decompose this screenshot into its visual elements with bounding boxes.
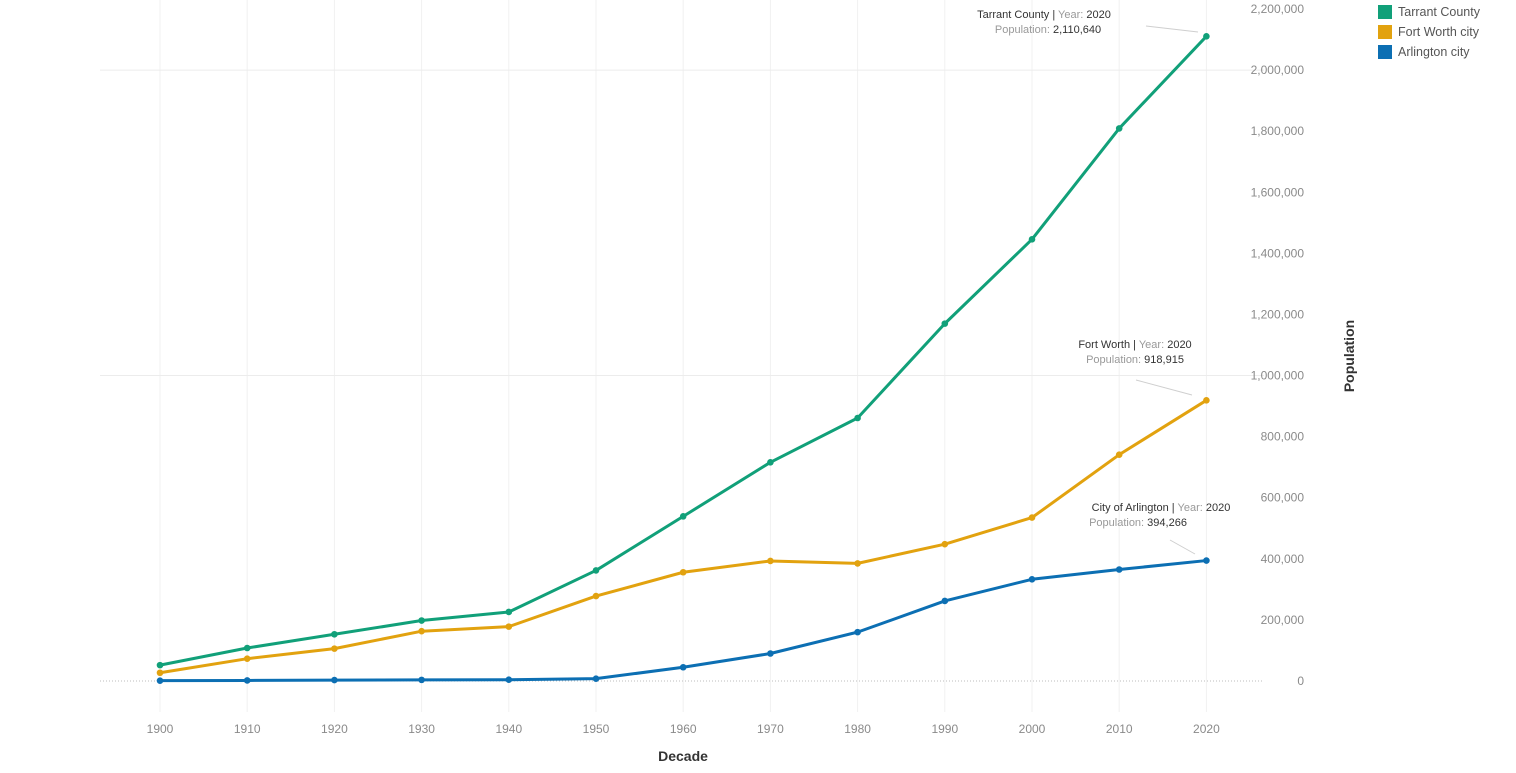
data-point[interactable] <box>1116 566 1123 573</box>
data-point[interactable] <box>767 459 774 466</box>
data-point[interactable] <box>1203 397 1210 404</box>
data-point[interactable] <box>854 415 861 422</box>
y-tick-label: 1,600,000 <box>1251 185 1305 199</box>
x-tick-label: 2000 <box>1019 722 1046 736</box>
data-point[interactable] <box>767 650 774 657</box>
data-point[interactable] <box>942 598 949 605</box>
y-tick-label: 800,000 <box>1261 430 1305 444</box>
data-point[interactable] <box>1029 236 1036 243</box>
y-axis-title: Population <box>1341 320 1357 392</box>
y-tick-label: 1,800,000 <box>1251 124 1305 138</box>
legend-label: Tarrant County <box>1398 5 1480 19</box>
annotation-title: City of Arlington | Year: 2020 <box>1092 502 1231 514</box>
data-point[interactable] <box>854 629 861 636</box>
data-point[interactable] <box>1116 125 1123 132</box>
legend-item-arlington-city[interactable]: Arlington city <box>1378 42 1480 62</box>
y-tick-label: 2,000,000 <box>1251 63 1305 77</box>
data-point[interactable] <box>506 609 513 616</box>
data-point[interactable] <box>593 675 600 682</box>
y-tick-label: 1,200,000 <box>1251 307 1305 321</box>
x-tick-label: 1980 <box>844 722 871 736</box>
endpoint-annotation: Fort Worth | Year: 2020 Population: 918,9… <box>1078 339 1192 395</box>
x-tick-label: 2010 <box>1106 722 1133 736</box>
x-tick-label: 1960 <box>670 722 697 736</box>
annotation-leader <box>1136 380 1192 395</box>
annotation-layer: Tarrant County | Year: 2020 Population: 2… <box>977 9 1230 554</box>
x-tick-label: 1900 <box>147 722 174 736</box>
y-tick-label: 2,200,000 <box>1251 2 1305 16</box>
data-point[interactable] <box>157 662 164 669</box>
x-axis-title: Decade <box>658 748 708 764</box>
annotation-population: Population: 394,266 <box>1089 517 1187 529</box>
data-point[interactable] <box>418 617 425 624</box>
x-tick-label: 1930 <box>408 722 435 736</box>
data-point[interactable] <box>680 664 687 671</box>
data-point[interactable] <box>331 631 338 638</box>
legend-item-tarrant-county[interactable]: Tarrant County <box>1378 2 1480 22</box>
data-point[interactable] <box>331 645 338 652</box>
y-tick-label: 0 <box>1297 674 1304 688</box>
x-tick-label: 1950 <box>583 722 610 736</box>
data-point[interactable] <box>157 669 164 676</box>
data-point[interactable] <box>244 655 251 662</box>
x-tick-label: 1990 <box>931 722 958 736</box>
legend-label: Fort Worth city <box>1398 25 1479 39</box>
data-point[interactable] <box>331 677 338 684</box>
y-tick-label: 200,000 <box>1261 613 1305 627</box>
endpoint-annotation: Tarrant County | Year: 2020 Population: 2… <box>977 9 1198 36</box>
y-tick-label: 600,000 <box>1261 491 1305 505</box>
annotation-population: Population: 2,110,640 <box>995 24 1101 36</box>
data-point[interactable] <box>1116 451 1123 458</box>
data-point[interactable] <box>854 560 861 567</box>
annotation-title: Tarrant County | Year: 2020 <box>977 9 1111 21</box>
y-tick-label: 400,000 <box>1261 552 1305 566</box>
x-tick-label: 1970 <box>757 722 784 736</box>
annotation-population: Population: 918,915 <box>1086 354 1184 366</box>
data-point[interactable] <box>593 567 600 574</box>
data-point[interactable] <box>1029 576 1036 583</box>
annotation-leader <box>1146 26 1198 32</box>
data-point[interactable] <box>680 569 687 576</box>
data-point[interactable] <box>680 513 687 520</box>
x-tick-label: 2020 <box>1193 722 1220 736</box>
data-point[interactable] <box>418 628 425 635</box>
data-point[interactable] <box>244 645 251 652</box>
annotation-leader <box>1170 540 1195 554</box>
data-point[interactable] <box>1029 514 1036 521</box>
data-point[interactable] <box>1203 33 1210 40</box>
annotation-title: Fort Worth | Year: 2020 <box>1078 339 1191 351</box>
data-point[interactable] <box>418 677 425 684</box>
legend-label: Arlington city <box>1398 45 1470 59</box>
data-point[interactable] <box>593 593 600 600</box>
x-tick-label: 1910 <box>234 722 261 736</box>
x-tick-label: 1920 <box>321 722 348 736</box>
data-point[interactable] <box>767 558 774 565</box>
legend-swatch <box>1378 5 1392 19</box>
y-axis: 0 200,000 400,000 600,000 800,000 1,000,000 1,… <box>1251 2 1305 688</box>
y-tick-label: 1,000,000 <box>1251 369 1305 383</box>
legend-swatch <box>1378 25 1392 39</box>
endpoint-annotation: City of Arlington | Year: 2020 Population… <box>1089 502 1230 554</box>
data-point[interactable] <box>244 677 251 684</box>
x-axis: 1900 1910 1920 1930 1940 1950 1960 1970 1980 1990… <box>147 722 1220 736</box>
data-point[interactable] <box>157 677 164 684</box>
data-point[interactable] <box>506 676 513 683</box>
y-tick-label: 1,400,000 <box>1251 246 1305 260</box>
x-tick-label: 1940 <box>495 722 522 736</box>
legend-swatch <box>1378 45 1392 59</box>
data-point[interactable] <box>506 623 513 630</box>
data-point[interactable] <box>942 541 949 548</box>
legend: Tarrant County Fort Worth city Arlington… <box>1378 2 1480 62</box>
data-point[interactable] <box>942 320 949 327</box>
data-point[interactable] <box>1203 557 1210 564</box>
legend-item-fort-worth-city[interactable]: Fort Worth city <box>1378 22 1480 42</box>
